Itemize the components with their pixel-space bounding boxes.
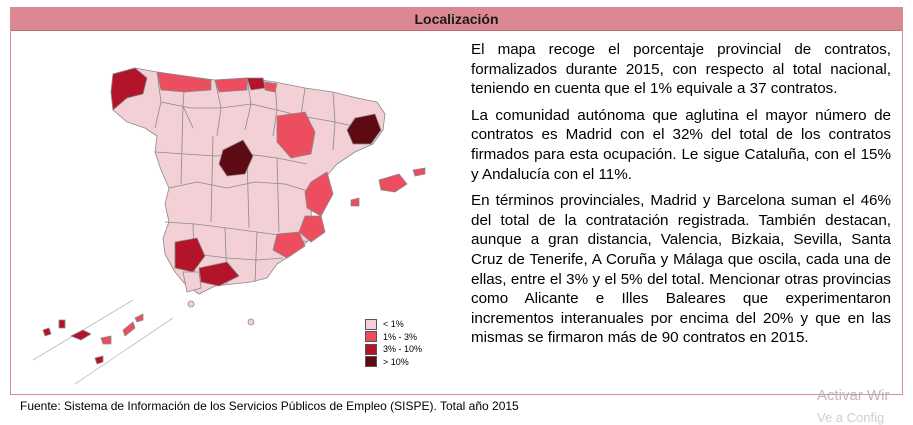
source-footnote: Fuente: Sistema de Información de los Se… xyxy=(20,399,519,413)
legend-swatch xyxy=(365,318,377,330)
province-cadiz xyxy=(182,271,202,293)
melilla xyxy=(247,318,255,326)
province-malaga xyxy=(198,261,240,287)
province-illes-balears-ibiza xyxy=(350,197,360,207)
canarias-la-palma xyxy=(58,319,66,329)
canarias-tenerife xyxy=(70,329,92,341)
province-sevilla xyxy=(174,237,206,273)
legend-item: > 10% xyxy=(365,356,457,369)
province-cantabria xyxy=(214,77,248,93)
province-murcia xyxy=(272,231,306,259)
map-legend: < 1% 1% - 3% 3% - 10% > 10% xyxy=(365,318,457,368)
province-asturias xyxy=(156,71,212,93)
province-illes-balears-mallorca xyxy=(378,173,408,193)
paragraph-intro: El mapa recoge el porcentaje provincial … xyxy=(471,41,891,98)
windows-activation-watermark-2: Ve a Config xyxy=(817,410,885,425)
localizacion-panel: Localización xyxy=(10,7,903,395)
legend-label: 3% - 10% xyxy=(383,344,423,355)
legend-swatch xyxy=(365,331,377,343)
legend-item: 3% - 10% xyxy=(365,343,457,356)
canarias-gran-canaria xyxy=(100,335,112,345)
section-title: Localización xyxy=(11,8,902,31)
legend-item: 1% - 3% xyxy=(365,331,457,344)
province-zaragoza xyxy=(276,111,316,159)
spain-province-map xyxy=(15,32,463,392)
canarias-fuerteventura xyxy=(122,321,136,337)
legend-label: > 10% xyxy=(383,356,409,367)
province-a-coruna xyxy=(110,67,148,111)
legend-label: 1% - 3% xyxy=(383,331,418,342)
province-madrid xyxy=(218,139,254,177)
province-illes-balears-menorca xyxy=(412,167,426,177)
province-alicante xyxy=(298,215,326,243)
paragraph-provincias: En términos provinciales, Madrid y Barce… xyxy=(471,192,891,347)
province-gipuzkoa xyxy=(264,81,278,93)
legend-label: < 1% xyxy=(383,319,404,330)
legend-item: < 1% xyxy=(365,318,457,331)
province-barcelona xyxy=(346,113,382,145)
legend-swatch xyxy=(365,356,377,368)
canarias-la-gomera xyxy=(94,355,104,365)
canarias-el-hierro xyxy=(42,327,52,337)
canarias-lanzarote xyxy=(134,313,144,323)
description-text: El mapa recoge el porcentaje provincial … xyxy=(471,40,891,355)
ceuta xyxy=(187,300,195,308)
legend-swatch xyxy=(365,343,377,355)
windows-activation-watermark: Activar Wir xyxy=(817,387,890,404)
paragraph-comunidad: La comunidad autónoma que aglutina el ma… xyxy=(471,106,891,183)
